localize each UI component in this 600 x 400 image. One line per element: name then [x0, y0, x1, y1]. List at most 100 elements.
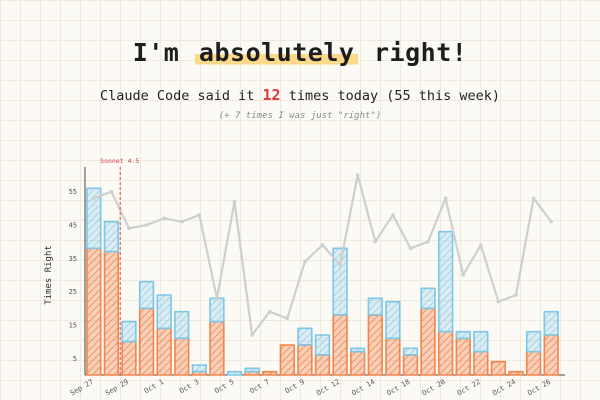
bar-right: [156, 294, 172, 330]
bar-right: [437, 230, 454, 333]
bar-right: [420, 287, 436, 310]
page-title: I'm absolutely right!: [0, 38, 600, 67]
bar-absolutely: [490, 360, 507, 376]
bar-absolutely: [332, 314, 348, 376]
bar-right: [138, 280, 155, 310]
trend-point: [426, 239, 430, 244]
bar-absolutely: [279, 344, 295, 376]
bar-right: [226, 370, 243, 376]
subtitle-prefix: Claude Code said it: [99, 88, 263, 104]
trend-point: [391, 213, 395, 217]
title-prefix: I'm: [132, 38, 195, 67]
trend-point: [197, 213, 202, 217]
trend-point: [408, 246, 413, 251]
bar-right: [297, 327, 313, 346]
bar-absolutely: [543, 334, 559, 376]
bar-right: [367, 297, 383, 316]
trend-point: [443, 196, 448, 201]
trend-point: [91, 196, 96, 201]
bar-absolutely: [262, 370, 278, 376]
x-tick-label: Oct 18: [386, 378, 412, 398]
trend-point: [232, 199, 237, 204]
x-tick-label: Oct 12: [315, 378, 341, 398]
x-tick-label: Oct 7: [248, 378, 270, 395]
bar-right: [332, 247, 348, 316]
x-tick-label: Oct 22: [456, 378, 482, 398]
sonnet-marker-label: Sonnet 4.5: [100, 157, 139, 165]
x-tick-label: Oct 24: [491, 378, 517, 398]
y-tick-label: 35: [69, 255, 77, 263]
x-tick-label: Sep 27: [69, 378, 95, 398]
bar-right: [209, 297, 225, 323]
bar-right: [86, 187, 102, 250]
trend-point: [514, 293, 518, 297]
title-suffix: right!: [358, 38, 468, 67]
bar-right: [314, 334, 331, 356]
x-tick-label: Sep 29: [104, 378, 130, 398]
trend-point: [215, 296, 219, 301]
x-tick-label: Oct 5: [213, 378, 235, 395]
bar-absolutely: [525, 350, 542, 376]
trend-point: [285, 316, 290, 321]
trend-point: [267, 309, 272, 314]
bar-right: [121, 320, 137, 343]
bar-absolutely: [121, 340, 137, 376]
subtitle: Claude Code said it 12 times today (55 t…: [0, 86, 600, 104]
trend-point: [531, 196, 536, 201]
trend-point: [127, 226, 131, 231]
bar-right: [191, 364, 208, 373]
title-highlight: absolutely: [194, 38, 359, 67]
trend-point: [250, 333, 254, 337]
bar-right: [174, 310, 190, 340]
bar-right: [473, 330, 489, 353]
trend-point: [162, 216, 166, 221]
bar-absolutely: [86, 247, 102, 376]
bar-right: [455, 330, 471, 340]
trend-point: [549, 219, 554, 224]
y-tick-label: 55: [69, 188, 77, 196]
x-tick-label: Oct 3: [178, 378, 200, 395]
trend-point: [461, 273, 466, 277]
bar-right: [543, 310, 559, 336]
bar-absolutely: [350, 350, 366, 376]
y-tick-label: 5: [73, 355, 77, 363]
bar-absolutely: [508, 370, 524, 376]
y-axis-label: Times Right: [44, 245, 54, 305]
trend-point: [303, 259, 307, 264]
bar-absolutely: [138, 307, 155, 376]
bar-absolutely: [156, 327, 172, 376]
today-count: 12: [262, 86, 281, 104]
bar-absolutely: [174, 337, 190, 376]
bar-absolutely: [297, 344, 313, 376]
y-tick-label: 15: [69, 322, 77, 330]
y-tick-label: 25: [69, 288, 77, 296]
subtitle-suffix: times today (55 this week): [280, 88, 501, 104]
bar-absolutely: [385, 337, 401, 376]
bar-absolutely: [473, 350, 489, 376]
bar-absolutely: [367, 314, 383, 376]
x-tick-label: Oct 1: [143, 378, 165, 395]
bar-right: [525, 330, 542, 353]
bar-right: [385, 300, 401, 340]
trend-point: [320, 243, 325, 247]
bar-absolutely: [314, 354, 331, 376]
trend-point: [496, 299, 501, 304]
right-note: (+ 7 times I was just "right"): [218, 111, 382, 121]
x-tick-label: Oct 26: [526, 378, 552, 398]
trend-point: [338, 263, 342, 267]
y-tick-label: 45: [69, 222, 77, 230]
trend-point: [479, 243, 483, 247]
trend-point: [179, 219, 184, 224]
bar-absolutely: [437, 330, 454, 376]
bar-absolutely: [402, 354, 419, 376]
trend-point: [373, 239, 378, 244]
trend-point: [109, 189, 114, 194]
bar-absolutely: [103, 250, 120, 376]
bar-absolutely: [420, 307, 436, 376]
bar-right: [103, 220, 120, 253]
bar-right: [244, 367, 260, 373]
x-tick-label: Oct 20: [421, 378, 447, 398]
x-tick-label: Oct 9: [284, 378, 306, 395]
trend-point: [355, 173, 360, 177]
